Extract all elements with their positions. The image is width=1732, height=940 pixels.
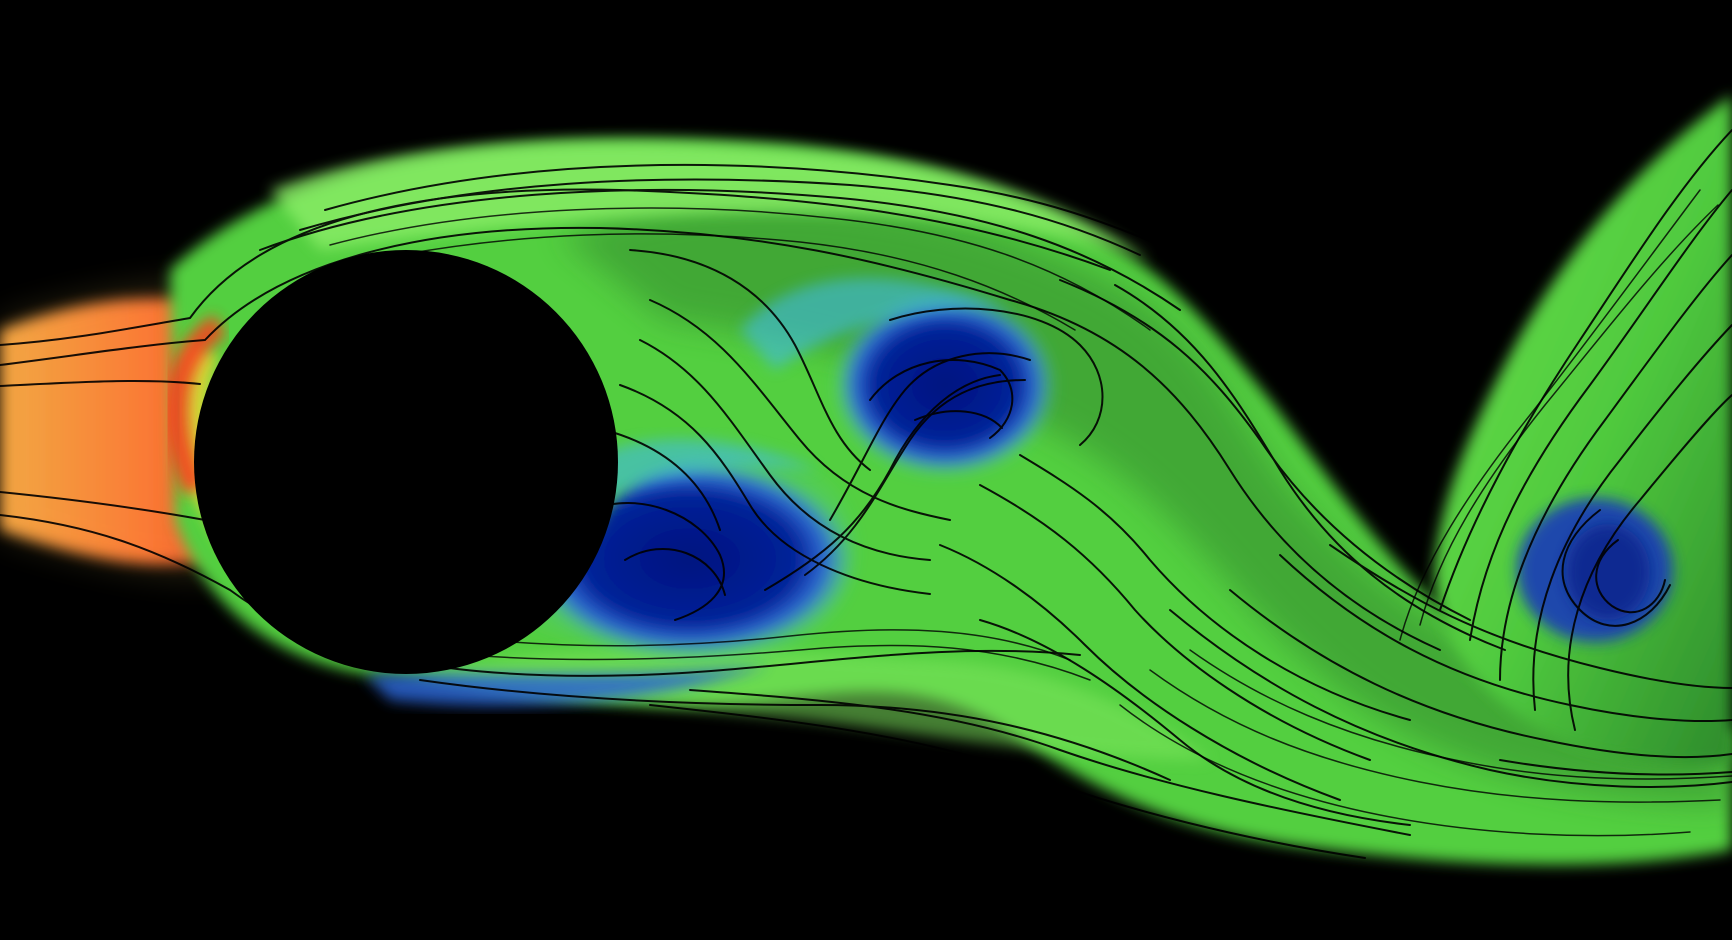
streamlines-fine <box>329 189 1732 837</box>
obstacle <box>194 250 618 674</box>
circle-obstacle-icon <box>194 250 618 674</box>
streamlines <box>0 129 1732 859</box>
